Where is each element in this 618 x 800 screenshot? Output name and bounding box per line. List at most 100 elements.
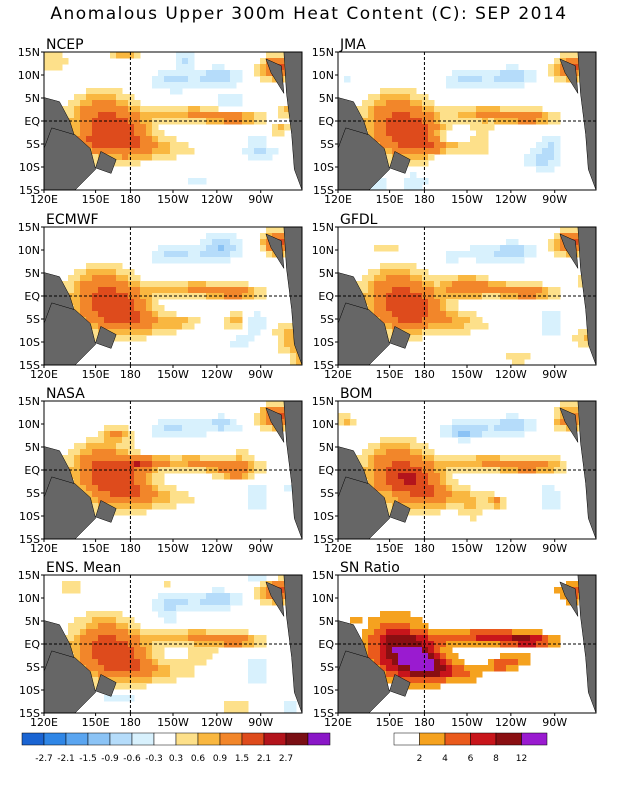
lon-tick-label: 120W [201,193,233,206]
anomaly-swatch [153,732,177,746]
lat-tick-label: 10N [312,592,334,605]
lon-tick-label: 120E [30,193,58,206]
lat-tick-label: EQ [24,290,40,303]
lon-tick-label: 90W [248,716,273,729]
anomaly-swatch [43,732,67,746]
lon-tick-label: 150E [376,368,404,381]
land-mask-3-3 [577,227,596,365]
anomaly-colorbar: -2.7 -2.1 -1.5 -0.9 -0.6 -0.3 0.3 0.6 0.9 1.5 2.1 2… [21,732,331,764]
sn-swatch [470,732,497,746]
lat-tick-label: 5N [25,615,40,628]
land-mask-6-2 [95,674,117,697]
lon-tick-label: 150E [376,716,404,729]
land-mask-4-1 [44,476,96,539]
lon-tick-label: 180 [120,542,141,555]
lat-tick-label: 5S [320,487,334,500]
lat-tick-label: 15S [313,184,334,197]
land-mask-6-4 [265,581,285,617]
lat-tick-label: 10N [18,69,40,82]
lat-tick-label: 10S [313,336,334,349]
lon-tick-label: 150W [157,716,189,729]
lat-tick-label: 15S [313,533,334,546]
sn-swatch [495,732,522,746]
land-mask-3-4 [559,233,579,269]
lon-tick-label: 150E [82,368,110,381]
land-mask-0-2 [95,151,117,174]
anomaly-swatch [263,732,287,746]
lon-tick-label: 90W [248,542,273,555]
lon-tick-label: 150W [451,368,483,381]
lat-tick-label: 15N [18,46,40,59]
lat-tick-label: 10N [312,244,334,257]
land-mask-5-2 [389,500,411,523]
panel-label-1: JMA [339,37,366,53]
land-mask-1-3 [577,52,596,190]
lat-tick-label: 15S [313,707,334,720]
lat-tick-label: 5N [25,92,40,105]
lon-tick-label: 90W [248,193,273,206]
land-mask-2-4 [265,233,285,269]
lon-tick-label: 120E [324,716,352,729]
lat-tick-label: 10S [19,161,40,174]
lat-tick-label: 5N [25,267,40,280]
lat-tick-label: EQ [318,115,334,128]
lat-tick-label: 10N [18,244,40,257]
land-mask-5-3 [577,401,596,539]
lat-tick-label: 5S [26,138,40,151]
lat-tick-label: 15N [18,221,40,234]
lon-tick-label: 180 [414,542,435,555]
anomaly-swatch [87,732,111,746]
lon-tick-label: 120E [30,542,58,555]
lon-tick-label: 150W [451,542,483,555]
lon-tick-label: 150W [451,716,483,729]
lat-tick-label: 15N [18,395,40,408]
sn-colorbar: 2 4 6 8 12 [393,732,548,764]
sn-scale-label: 12 [516,754,527,764]
land-mask-2-1 [44,302,96,365]
lon-tick-label: 180 [120,193,141,206]
lon-tick-label: 150E [82,716,110,729]
lat-tick-label: 5S [320,138,334,151]
lat-tick-label: 5S [320,661,334,674]
sn-scale-label: 2 [417,754,423,764]
lat-tick-label: EQ [318,290,334,303]
land-mask-5-4 [559,407,579,443]
land-mask-3-1 [338,302,390,365]
lat-tick-label: 15S [19,184,40,197]
panel-label-4: NASA [46,386,85,402]
lon-tick-label: 150E [82,542,110,555]
anomaly-scale-label: 2.1 [257,754,271,764]
lon-tick-label: 120E [324,368,352,381]
anomaly-scale-label: 0.3 [169,754,183,764]
land-mask-2-2 [95,326,117,349]
lat-tick-label: 10S [19,684,40,697]
anomaly-scale-label: 0.9 [213,754,228,764]
lon-tick-label: 120W [201,368,233,381]
lon-tick-label: 90W [248,368,273,381]
sn-scale-label: 8 [493,754,499,764]
lon-tick-label: 120W [495,368,527,381]
panel-label-6: ENS. Mean [46,560,121,576]
lon-tick-label: 120W [201,716,233,729]
lon-tick-label: 120E [324,542,352,555]
lat-tick-label: 5S [26,661,40,674]
lat-tick-label: EQ [24,115,40,128]
anomaly-swatch [197,732,221,746]
lat-tick-label: EQ [318,638,334,651]
anomaly-scale-label: -0.9 [101,754,119,764]
lat-tick-label: 5N [319,441,334,454]
anomaly-swatch [285,732,309,746]
lat-tick-label: 15N [18,569,40,582]
panel-label-0: NCEP [46,37,84,53]
lat-tick-label: 15N [312,46,334,59]
lon-tick-label: 180 [414,193,435,206]
lon-tick-label: 150W [451,193,483,206]
anomaly-scale-label: -2.7 [35,754,53,764]
land-mask-7-2 [389,674,411,697]
